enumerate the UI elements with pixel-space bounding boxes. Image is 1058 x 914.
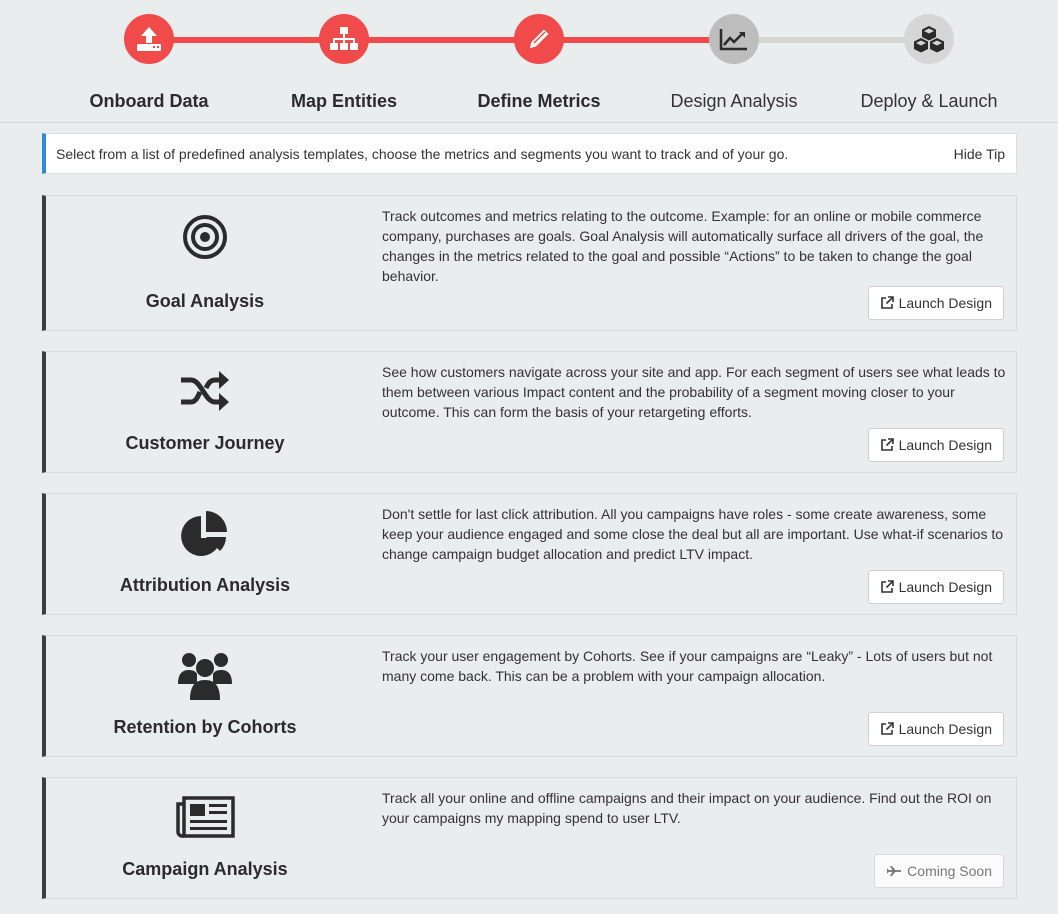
card-description: Track outcomes and metrics relating to t… xyxy=(382,208,984,284)
stepper-remaining-line xyxy=(735,37,929,43)
launch-design-button[interactable]: Launch Design xyxy=(867,428,1004,462)
button-label: Launch Design xyxy=(898,579,992,595)
step-map-entities[interactable]: Map Entities xyxy=(246,14,442,112)
card-title: Attribution Analysis xyxy=(119,575,291,595)
plane-icon xyxy=(887,866,902,876)
tip-banner: Select from a list of predefined analysi… xyxy=(42,133,1017,174)
analysis-card-retention: Retention by Cohorts Track your user eng… xyxy=(42,635,1017,757)
card-title: Campaign Analysis xyxy=(122,859,288,879)
button-label: Launch Design xyxy=(898,721,992,737)
step-label: Deploy & Launch xyxy=(860,91,998,111)
shuffle-icon xyxy=(46,368,364,414)
step-label: Onboard Data xyxy=(89,91,209,111)
hide-tip-link[interactable]: Hide Tip xyxy=(953,145,1005,162)
launch-design-button[interactable]: Launch Design xyxy=(867,712,1004,746)
launch-design-button[interactable]: Launch Design xyxy=(867,570,1004,604)
step-design-analysis[interactable]: Design Analysis xyxy=(636,14,832,112)
pencil-icon xyxy=(514,14,564,64)
analysis-card-campaign: Campaign Analysis Track all your online … xyxy=(42,777,1017,899)
users-icon xyxy=(46,650,364,702)
card-title: Customer Journey xyxy=(125,433,285,453)
analysis-card-goal: Goal Analysis Track outcomes and metrics… xyxy=(42,195,1017,331)
pie-chart-icon xyxy=(46,508,364,560)
wizard-stepper: Onboard Data Map Entities xyxy=(0,0,1058,123)
external-link-icon xyxy=(880,438,894,451)
analysis-card-attribution: Attribution Analysis Don't settle for la… xyxy=(42,493,1017,615)
step-label: Design Analysis xyxy=(670,91,798,111)
external-link-icon xyxy=(880,722,894,735)
button-label: Launch Design xyxy=(898,295,992,311)
tip-text: Select from a list of predefined analysi… xyxy=(56,145,789,162)
step-define-metrics[interactable]: Define Metrics xyxy=(441,14,637,112)
card-description: Don't settle for last click attribution.… xyxy=(382,506,1004,562)
card-description: See how customers navigate across your s… xyxy=(382,364,1006,420)
card-title: Retention by Cohorts xyxy=(113,717,297,737)
button-label: Coming Soon xyxy=(907,863,992,879)
step-deploy-launch[interactable]: Deploy & Launch xyxy=(831,14,1027,112)
cubes-icon xyxy=(904,14,954,64)
upload-icon xyxy=(124,14,174,64)
bullseye-icon xyxy=(46,214,364,260)
external-link-icon xyxy=(880,296,894,309)
step-onboard-data[interactable]: Onboard Data xyxy=(51,14,247,112)
line-chart-icon xyxy=(709,14,759,64)
stepper-progress-line xyxy=(149,37,735,43)
step-label: Define Metrics xyxy=(477,91,601,111)
sitemap-icon xyxy=(319,14,369,64)
button-label: Launch Design xyxy=(898,437,992,453)
external-link-icon xyxy=(880,580,894,593)
coming-soon-button[interactable]: Coming Soon xyxy=(874,854,1004,888)
step-label: Map Entities xyxy=(290,91,397,111)
card-description: Track all your online and offline campai… xyxy=(382,790,992,826)
analysis-card-journey: Customer Journey See how customers navig… xyxy=(42,351,1017,473)
launch-design-button[interactable]: Launch Design xyxy=(867,286,1004,320)
card-title: Goal Analysis xyxy=(145,291,265,311)
newspaper-icon xyxy=(46,796,364,838)
card-description: Track your user engagement by Cohorts. S… xyxy=(382,648,993,684)
